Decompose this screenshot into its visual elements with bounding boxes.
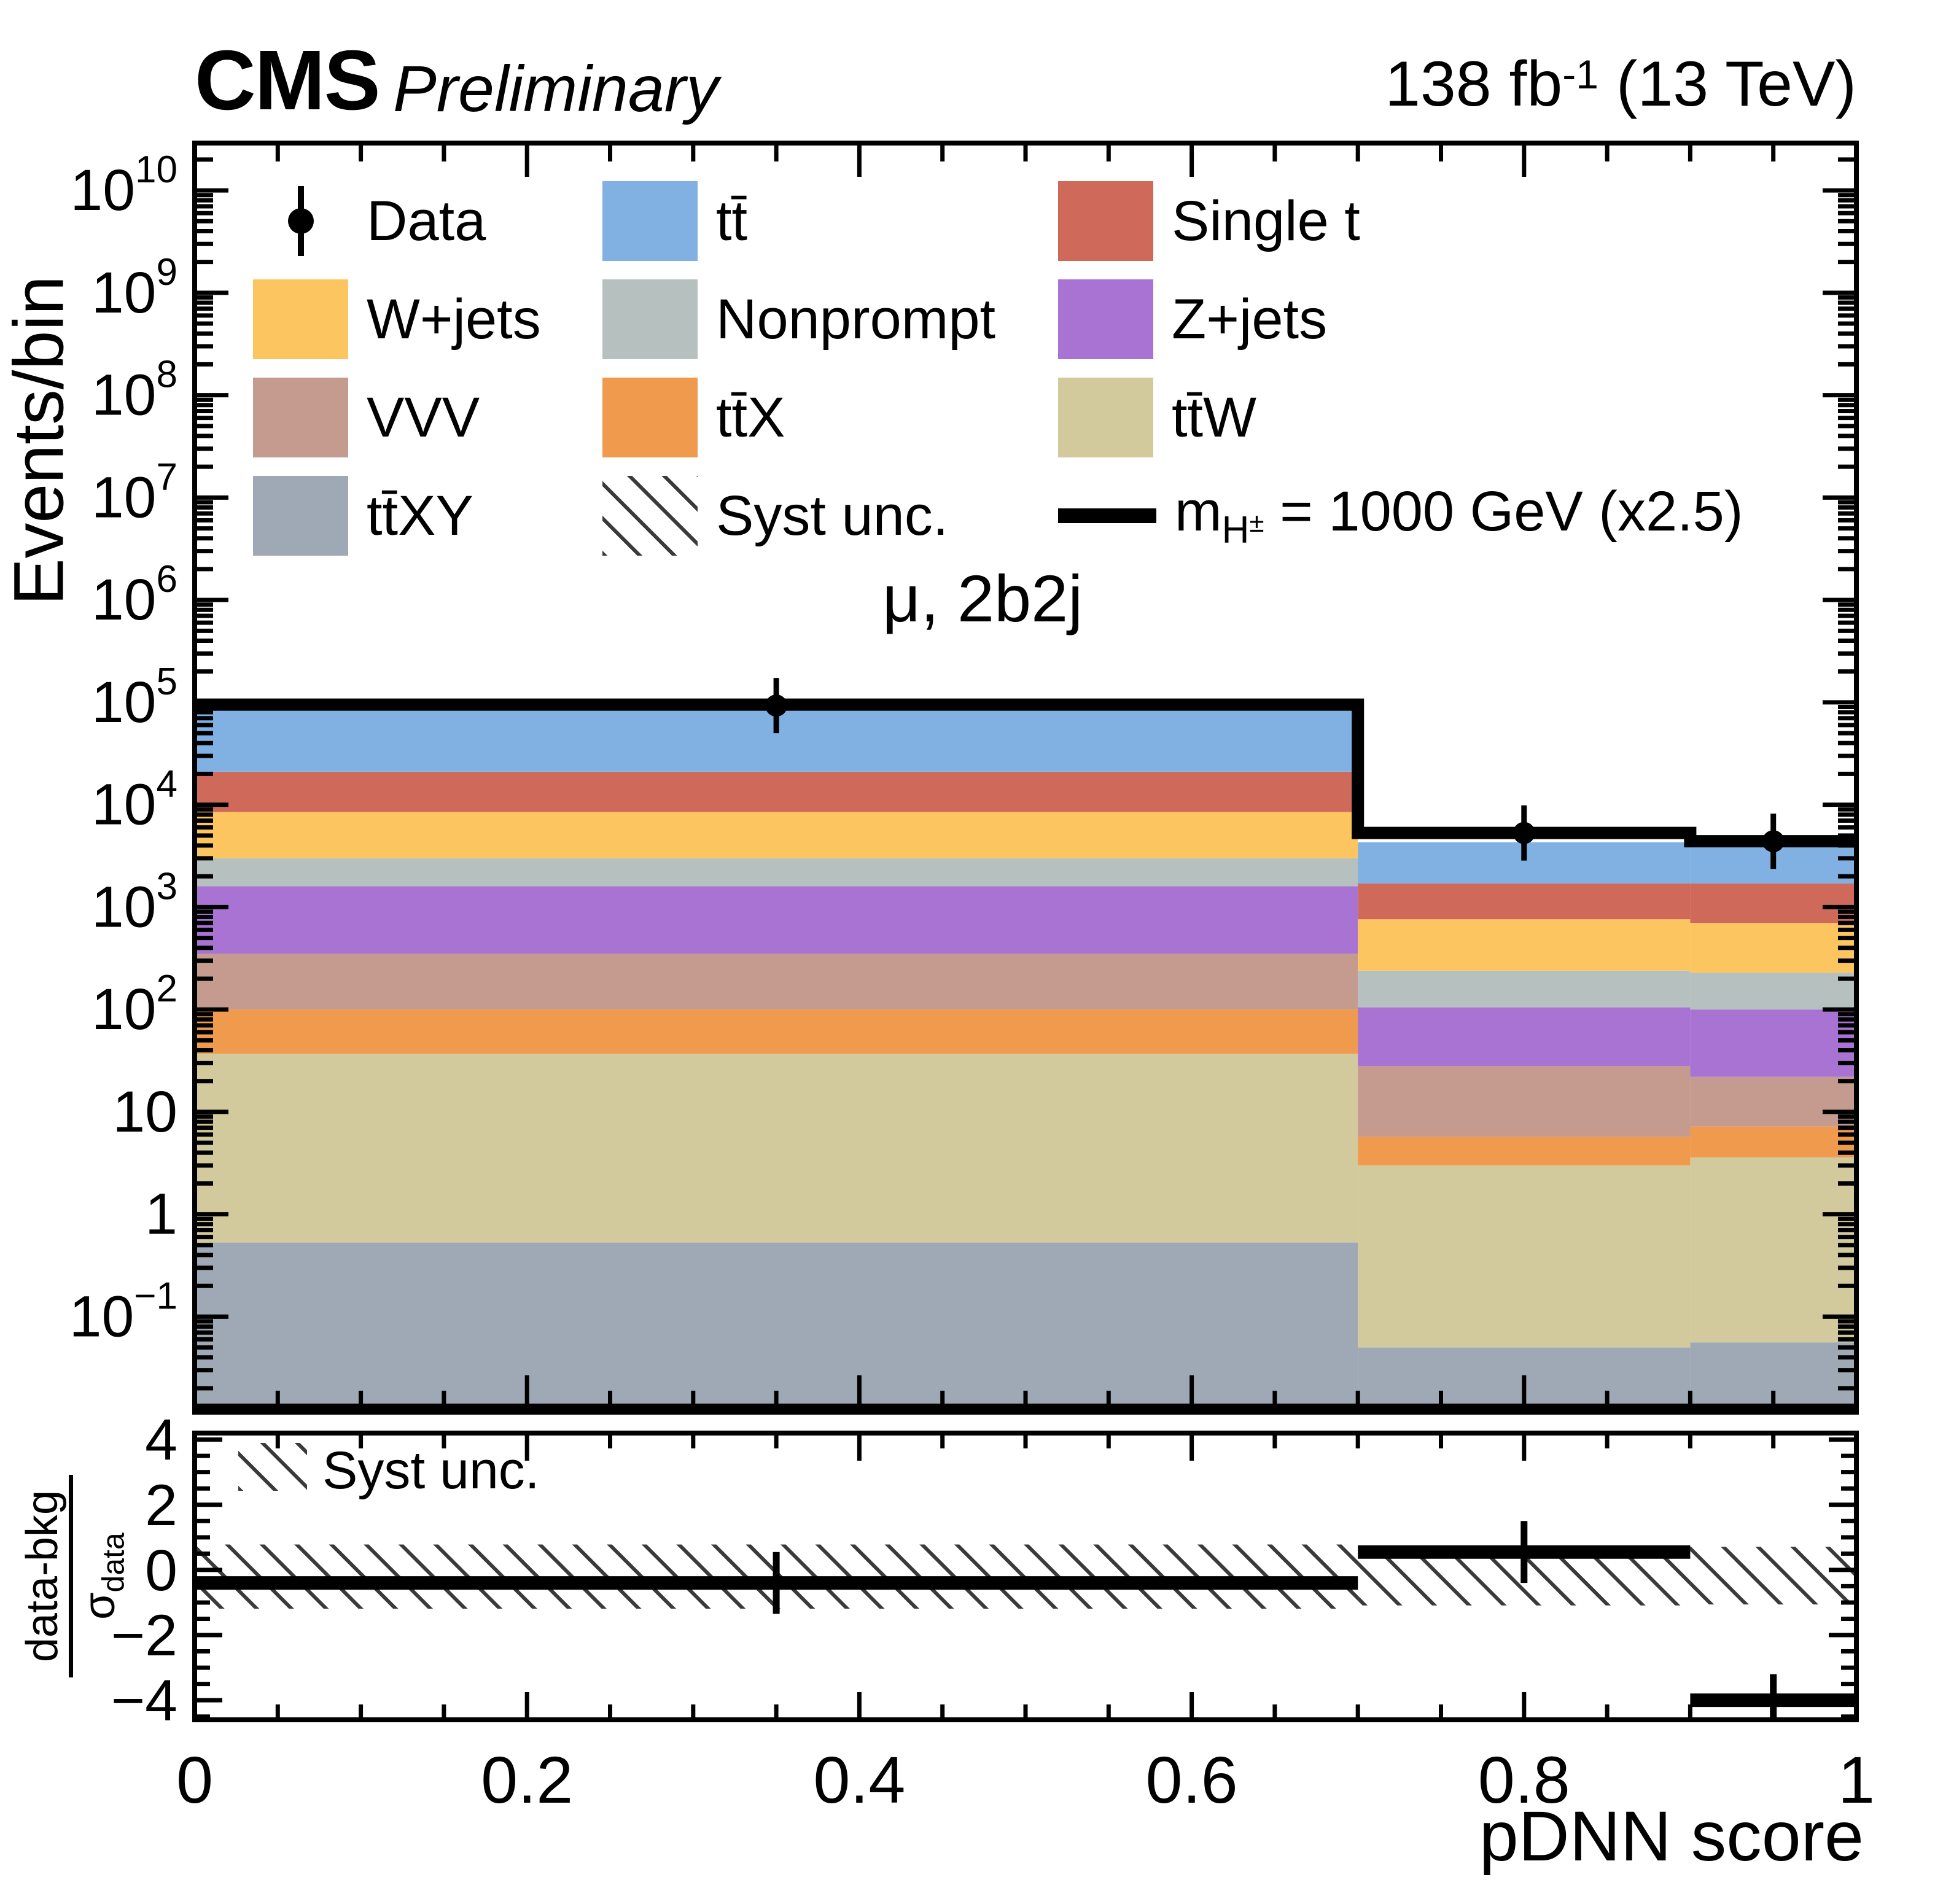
y-tick-label: 107 bbox=[91, 456, 177, 530]
y-tick-label: 1 bbox=[145, 1182, 177, 1247]
legend-item-nonprompt: Nonprompt bbox=[602, 279, 995, 359]
legend-item-vvv: VVV bbox=[253, 378, 480, 457]
color-swatch-icon bbox=[253, 279, 348, 359]
ratio-syst-unc-hatch-swatch bbox=[238, 1443, 307, 1491]
ratio-syst-unc-label: Syst unc. bbox=[322, 1441, 540, 1500]
stack-layer-tt-XY bbox=[195, 1242, 1856, 1409]
legend-item-label: VVV bbox=[367, 386, 480, 449]
legend-item-tt-w: tt̄W bbox=[1058, 378, 1256, 457]
y-axis-title: Events/bin bbox=[0, 276, 79, 605]
color-swatch-icon bbox=[1058, 181, 1153, 261]
legend-item-label: tt̄ bbox=[716, 189, 748, 252]
ratio-tick-label: 4 bbox=[145, 1408, 177, 1473]
main-axes-ticks bbox=[192, 143, 1859, 1409]
hatch-swatch-icon bbox=[602, 476, 698, 556]
color-swatch-icon bbox=[253, 378, 348, 457]
stack-layer-VVV bbox=[195, 954, 1856, 1137]
legend-item-z+jets: Z+jets bbox=[1058, 279, 1327, 359]
lumi-suffix: (13 TeV) bbox=[1598, 49, 1856, 120]
ratio-tick-labels: 420−2−4 bbox=[111, 1408, 177, 1734]
legend-item-label: Single t bbox=[1172, 189, 1360, 252]
ratio-syst-band bbox=[1690, 1547, 1856, 1605]
y-tick-label: 1010 bbox=[70, 149, 177, 223]
data-points bbox=[765, 678, 1785, 869]
legend-item-label: tt̄XY bbox=[367, 484, 473, 547]
ratio-panel-frame bbox=[192, 1431, 1859, 1722]
x-tick-label: 0.2 bbox=[481, 1743, 573, 1817]
x-tick-label: 0.6 bbox=[1146, 1743, 1238, 1817]
y-tick-label: 106 bbox=[91, 558, 177, 632]
legend-item-m-h-1000-gev-x2-5-: mH± = 1000 GeV (x2.5) bbox=[1058, 476, 1743, 556]
fraction-bar bbox=[69, 1475, 73, 1677]
experiment-logo: CMS bbox=[195, 33, 381, 128]
ratio-y-axis-title: data-bkg σdata bbox=[18, 1432, 130, 1720]
legend-item-label: mH± = 1000 GeV (x2.5) bbox=[1175, 480, 1743, 551]
stack-layer-Single-t bbox=[195, 771, 1856, 923]
y-tick-label: 10−1 bbox=[69, 1275, 177, 1349]
ratio-tick-label: −4 bbox=[111, 1668, 177, 1733]
status-label: Preliminary bbox=[393, 53, 719, 125]
legend-item-label: Syst unc. bbox=[716, 484, 949, 547]
legend-item-tt-: tt̄ bbox=[602, 181, 747, 261]
ratio-tick-label: −2 bbox=[111, 1603, 177, 1668]
stack-layer-Nonprompt bbox=[195, 858, 1856, 1010]
x-tick-label: 1 bbox=[1838, 1743, 1875, 1817]
y-tick-label: 105 bbox=[91, 661, 177, 735]
y-tick-label: 109 bbox=[91, 251, 177, 325]
y-tick-label: 103 bbox=[91, 865, 177, 939]
signal-line-swatch-icon bbox=[1058, 508, 1156, 523]
color-swatch-icon bbox=[253, 476, 348, 556]
color-swatch-icon bbox=[602, 181, 698, 261]
legend-item-label: tt̄W bbox=[1172, 386, 1256, 449]
lumi-exponent: -1 bbox=[1562, 52, 1598, 97]
legend-item-data: Data bbox=[253, 181, 486, 261]
ratio-ylabel-numerator: data-bkg bbox=[18, 1490, 67, 1663]
color-swatch-icon bbox=[1058, 378, 1153, 457]
data-marker-icon bbox=[253, 181, 348, 261]
x-tick-label: 0 bbox=[176, 1743, 213, 1817]
luminosity-label: 138 fb-1 (13 TeV) bbox=[1385, 48, 1856, 121]
x-tick-label: 0.8 bbox=[1478, 1743, 1570, 1817]
color-swatch-icon bbox=[602, 279, 698, 359]
stack-layer-tt-X bbox=[195, 1009, 1856, 1166]
data-point bbox=[1762, 830, 1785, 853]
data-point bbox=[765, 694, 788, 717]
stack-layer-tt-W bbox=[195, 1054, 1856, 1348]
x-tick-labels: 0 0.2 0.4 0.6 0.8 1 bbox=[176, 1743, 1875, 1817]
color-swatch-icon bbox=[602, 378, 698, 457]
legend-item-tt-xy: tt̄XY bbox=[253, 476, 473, 556]
legend-item-label: Nonprompt bbox=[716, 287, 996, 351]
y-tick-label: 10 bbox=[112, 1079, 177, 1144]
stacked-histogram bbox=[195, 707, 1856, 1409]
legend-item-tt-x: tt̄X bbox=[602, 378, 785, 457]
lumi-prefix: 138 fb bbox=[1385, 49, 1563, 120]
ratio-axes-ticks bbox=[192, 1433, 1859, 1720]
ratio-panel bbox=[195, 1521, 1856, 1720]
x-tick-label: 0.4 bbox=[813, 1743, 905, 1817]
ratio-tick-label: 2 bbox=[145, 1473, 177, 1538]
legend-item-label: tt̄X bbox=[716, 386, 785, 449]
channel-label: μ, 2b2j bbox=[882, 561, 1083, 635]
legend-item-syst-unc-: Syst unc. bbox=[602, 476, 948, 556]
data-point bbox=[1513, 822, 1535, 844]
legend-item-label: Data bbox=[367, 189, 486, 252]
color-swatch-icon bbox=[1058, 279, 1153, 359]
y-tick-label: 108 bbox=[91, 354, 177, 428]
stack-layer-W+jets bbox=[195, 812, 1856, 973]
legend-item-w+jets: W+jets bbox=[253, 279, 541, 359]
y-tick-label: 102 bbox=[91, 968, 177, 1042]
x-axis-title: pDNN score bbox=[1479, 1797, 1864, 1876]
y-tick-label: 104 bbox=[91, 763, 177, 837]
ratio-ylabel-denominator: σdata bbox=[75, 1533, 131, 1620]
stack-layer-Z+jets bbox=[195, 886, 1856, 1077]
legend-item-single-t: Single t bbox=[1058, 181, 1360, 261]
legend-item-label: W+jets bbox=[367, 287, 541, 351]
legend-item-label: Z+jets bbox=[1172, 287, 1328, 351]
ratio-tick-label: 0 bbox=[145, 1538, 177, 1603]
